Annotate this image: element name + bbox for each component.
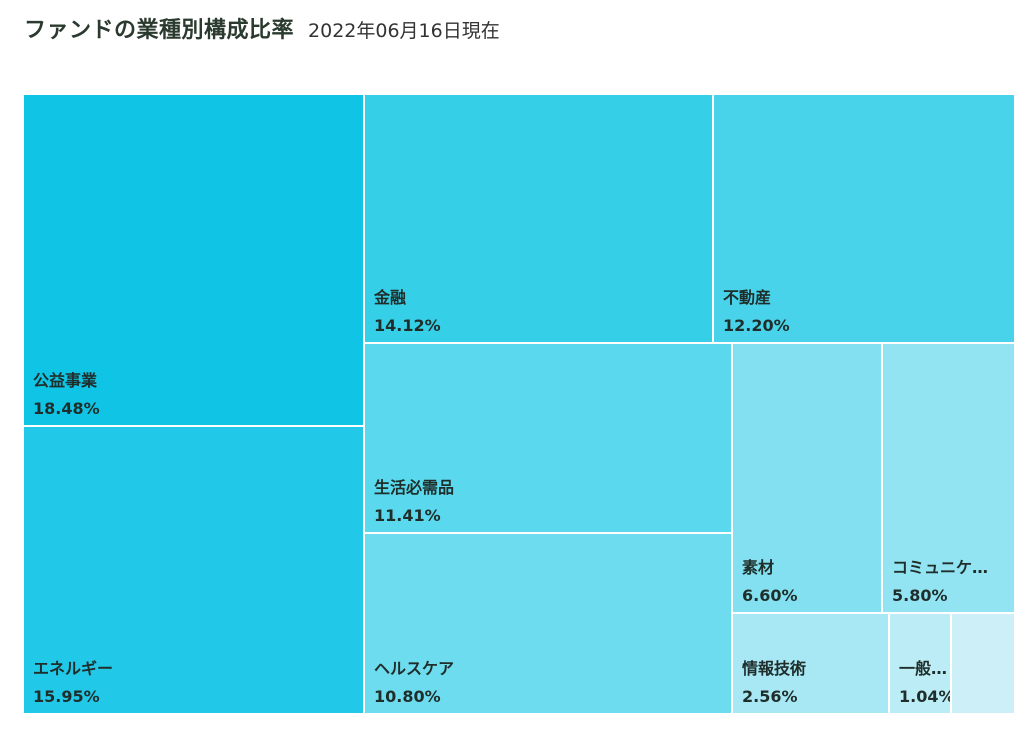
treemap-label: 情報技術 [742, 659, 806, 678]
treemap-label: コミュニケ… [892, 558, 988, 577]
treemap-cell[interactable]: エネルギー 15.95% [22, 425, 365, 715]
treemap-cell[interactable]: 情報技術 2.56% [731, 612, 890, 715]
treemap-value-label: 1.04% [899, 687, 955, 706]
treemap-value-label: 11.41% [374, 506, 441, 525]
chart-header: ファンドの業種別構成比率 2022年06月16日現在 [24, 12, 500, 46]
treemap-rect[interactable] [363, 532, 733, 715]
treemap-rect[interactable] [363, 342, 733, 534]
treemap-label: エネルギー [33, 659, 113, 678]
treemap-value-label: 10.80% [374, 687, 441, 706]
treemap-rect[interactable] [363, 93, 714, 344]
treemap-cell[interactable]: 生活必需品 11.41% [363, 342, 733, 534]
treemap-rect[interactable] [731, 612, 890, 715]
treemap-cell[interactable]: 一般… 1.04% [888, 612, 955, 715]
treemap-label: 公益事業 [33, 371, 98, 390]
treemap-rect[interactable] [888, 612, 952, 715]
treemap-label: 不動産 [723, 288, 771, 307]
treemap-cell[interactable] [950, 612, 1016, 715]
treemap-cell[interactable]: ヘルスケア 10.80% [363, 532, 733, 715]
treemap-label: ヘルスケア [374, 659, 454, 678]
as-of-date: 2022年06月16日現在 [308, 20, 500, 42]
treemap-label: 生活必需品 [374, 478, 454, 497]
treemap-rect[interactable] [22, 93, 365, 427]
treemap-value-label: 5.80% [892, 586, 948, 605]
treemap-value-label: 6.60% [742, 586, 798, 605]
treemap-value-label: 2.56% [742, 687, 798, 706]
treemap-cell[interactable]: コミュニケ… 5.80% [881, 342, 1016, 614]
treemap-label: 素材 [742, 558, 774, 577]
treemap-label: 一般… [899, 659, 947, 678]
treemap-value-label: 15.95% [33, 687, 100, 706]
treemap-value-label: 18.48% [33, 399, 100, 418]
treemap-cell[interactable]: 不動産 12.20% [712, 93, 1016, 344]
treemap-cell[interactable]: 公益事業 18.48% [22, 93, 365, 427]
treemap-value-label: 12.20% [723, 316, 790, 335]
treemap-rect[interactable] [950, 612, 1016, 715]
chart-title: ファンドの業種別構成比率 [24, 18, 295, 43]
treemap-label: 金融 [373, 288, 406, 307]
treemap-cell[interactable]: 素材 6.60% [731, 342, 883, 614]
treemap-value-label: 14.12% [374, 316, 441, 335]
treemap-cell[interactable]: 金融 14.12% [363, 93, 714, 344]
